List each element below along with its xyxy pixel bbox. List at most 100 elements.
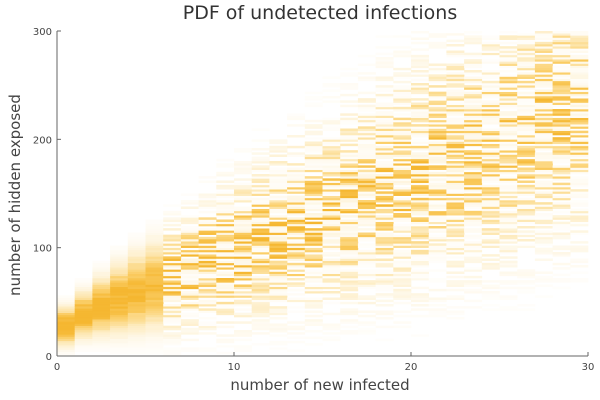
heatmap-cell <box>481 93 500 97</box>
heatmap-cell <box>393 187 412 190</box>
heatmap-cell <box>127 254 146 257</box>
heatmap-cell <box>251 332 270 335</box>
heatmap-cell <box>198 265 217 268</box>
heatmap-cell <box>464 187 483 190</box>
heatmap-cell <box>322 152 341 155</box>
heatmap-cell <box>464 161 483 164</box>
heatmap-cell <box>428 85 447 88</box>
heatmap-cell <box>304 187 323 190</box>
heatmap-cell <box>357 297 376 300</box>
heatmap-cell <box>269 139 288 142</box>
heatmap-cell <box>304 314 323 318</box>
heatmap-cell <box>428 249 447 253</box>
heatmap-cell <box>340 143 359 147</box>
heatmap-cell <box>340 193 359 196</box>
heatmap-cell <box>74 288 93 292</box>
heatmap-cell <box>517 191 536 194</box>
heatmap-cell <box>357 271 376 274</box>
heatmap-cell <box>216 180 235 183</box>
heatmap-cell <box>446 310 465 313</box>
heatmap-cell <box>411 308 429 311</box>
heatmap-cell <box>304 143 323 147</box>
heatmap-cell <box>464 254 483 257</box>
heatmap-cell <box>216 232 235 235</box>
heatmap-cell <box>517 96 536 99</box>
heatmap-cell <box>322 332 341 335</box>
heatmap-cell <box>234 221 252 225</box>
heatmap-cell <box>446 249 465 253</box>
heatmap-cell <box>340 273 359 277</box>
heatmap-cell <box>464 200 483 203</box>
heatmap-cell <box>570 41 589 45</box>
heatmap-cell <box>74 301 93 305</box>
heatmap-cell <box>357 191 376 194</box>
heatmap-cell <box>570 87 589 90</box>
heatmap-cell <box>534 275 553 279</box>
heatmap-cell <box>322 193 341 196</box>
heatmap-cell <box>269 197 288 201</box>
heatmap-cell <box>464 154 483 157</box>
heatmap-cell <box>499 46 518 49</box>
heatmap-cell <box>198 293 217 296</box>
heatmap-cell <box>517 139 536 142</box>
heatmap-cell <box>322 197 341 201</box>
heatmap-cell <box>375 96 394 99</box>
heatmap-cell <box>464 210 483 214</box>
heatmap-cell <box>269 284 288 287</box>
heatmap-cell <box>198 247 217 251</box>
heatmap-cell <box>322 234 341 238</box>
heatmap-cell <box>251 152 270 155</box>
heatmap-cell <box>464 119 483 123</box>
heatmap-cell <box>304 330 323 333</box>
heatmap-cell <box>145 347 164 350</box>
heatmap-cell <box>481 91 500 95</box>
heatmap-cell <box>570 89 589 92</box>
heatmap-cell <box>375 249 394 253</box>
heatmap-cell <box>163 336 182 339</box>
heatmap-cell <box>570 139 589 142</box>
heatmap-cell <box>340 117 359 121</box>
heatmap-cell <box>180 286 199 290</box>
heatmap-cell <box>570 85 589 88</box>
heatmap-cell <box>322 154 341 157</box>
heatmap-cell <box>464 171 483 175</box>
heatmap-cell <box>287 176 306 179</box>
heatmap-cell <box>428 63 447 66</box>
heatmap-cell <box>411 210 429 214</box>
heatmap-cell <box>411 128 429 131</box>
heatmap-cell <box>340 321 359 324</box>
heatmap-cell <box>198 297 217 300</box>
heatmap-cell <box>269 148 288 151</box>
heatmap-cell <box>251 308 270 311</box>
heatmap-cell <box>287 234 306 238</box>
heatmap-cell <box>216 204 235 207</box>
heatmap-cell <box>127 243 146 246</box>
heatmap-cell <box>393 87 412 90</box>
heatmap-cell <box>428 252 447 255</box>
heatmap-cell <box>499 158 518 162</box>
heatmap-cell <box>481 104 500 108</box>
heatmap-cell <box>534 96 553 99</box>
heatmap-cell <box>145 267 164 270</box>
heatmap-cell <box>269 243 288 246</box>
heatmap-cell <box>393 241 412 244</box>
heatmap-cell <box>57 353 75 357</box>
heatmap-cell <box>517 232 536 235</box>
heatmap-cell <box>251 267 270 270</box>
heatmap-cell <box>481 217 500 220</box>
heatmap-cell <box>287 299 306 303</box>
heatmap-cell <box>393 35 412 38</box>
heatmap-cell <box>357 187 376 190</box>
heatmap-cell <box>322 247 341 251</box>
heatmap-cell <box>428 288 447 292</box>
heatmap-cell <box>145 275 164 279</box>
heatmap-cell <box>534 206 553 209</box>
heatmap-cell <box>340 269 359 272</box>
heatmap-cell <box>304 200 323 203</box>
heatmap-cell <box>304 204 323 207</box>
heatmap-cell <box>570 148 589 151</box>
heatmap-cell <box>464 130 483 134</box>
heatmap-cell <box>552 156 571 160</box>
heatmap-cell <box>110 297 129 300</box>
heatmap-cell <box>393 148 412 151</box>
